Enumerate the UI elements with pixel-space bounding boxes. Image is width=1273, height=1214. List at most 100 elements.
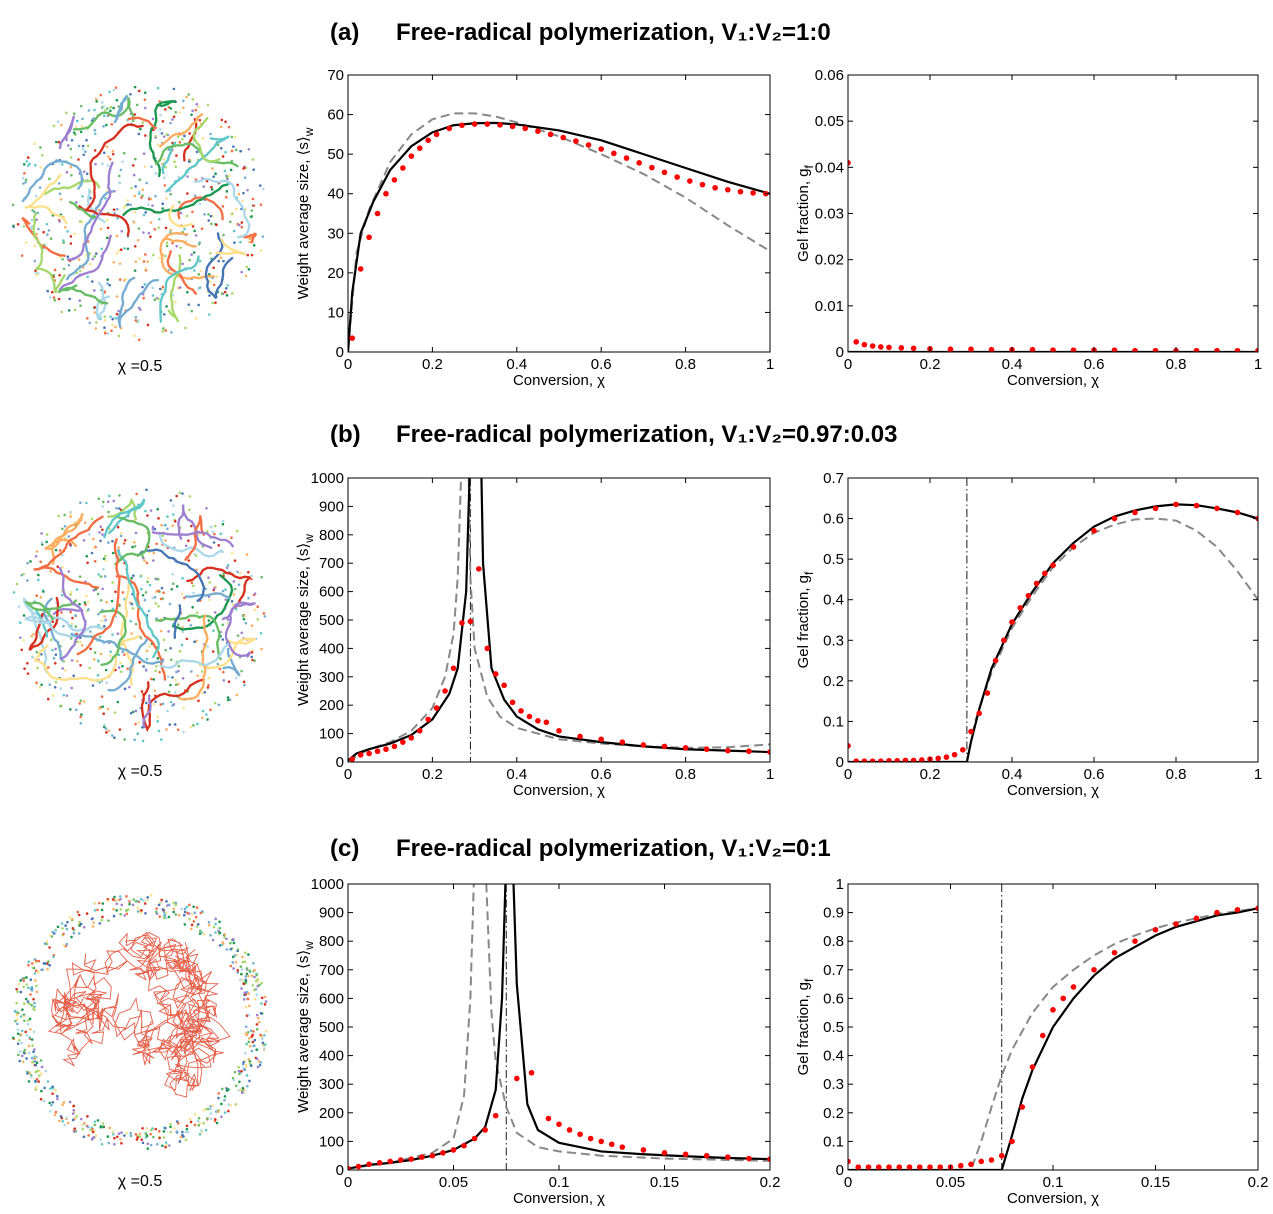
monomer: [61, 667, 64, 670]
monomer: [213, 524, 217, 528]
data-point: [1234, 906, 1241, 913]
monomer: [198, 241, 202, 244]
monomer: [209, 132, 212, 136]
monomer: [151, 294, 155, 297]
monomer: [238, 223, 241, 227]
polymer-chain: [204, 232, 234, 302]
polymer-chain: [198, 637, 259, 670]
monomer: [93, 902, 97, 905]
monomer: [162, 591, 165, 594]
monomer: [171, 676, 174, 679]
monomer: [39, 1059, 43, 1062]
monomer: [83, 521, 87, 524]
monomer: [243, 960, 247, 964]
monomer: [109, 650, 112, 653]
monomer: [48, 963, 51, 967]
y-tick-label: 0: [336, 754, 344, 771]
monomer: [177, 682, 180, 686]
monomer: [100, 619, 104, 623]
monomer: [28, 1071, 31, 1074]
monomer: [115, 902, 119, 906]
monomer: [34, 1057, 37, 1060]
monomer: [227, 680, 231, 684]
polymer-chain: [107, 637, 149, 692]
monomer: [74, 126, 78, 129]
x-tick-label: 0.6: [591, 766, 612, 783]
data-point: [1132, 938, 1138, 944]
monomer: [60, 310, 63, 314]
monomer: [22, 225, 26, 228]
data-point: [387, 1158, 394, 1165]
monomer: [241, 960, 244, 964]
monomer: [218, 667, 222, 671]
monomer: [64, 669, 67, 672]
monomer: [209, 1107, 212, 1111]
data-point: [619, 1144, 626, 1150]
monomer: [90, 551, 94, 555]
monomer: [190, 309, 194, 313]
monomer: [244, 1051, 247, 1055]
monomer: [191, 605, 194, 609]
monomer: [161, 1144, 164, 1148]
monomer: [86, 1125, 90, 1129]
monomer: [35, 650, 39, 654]
polymer-chain: [215, 238, 247, 256]
monomer: [56, 925, 60, 929]
monomer: [65, 1116, 69, 1120]
data-point: [767, 1156, 770, 1162]
monomer: [31, 656, 34, 659]
plot-area: [348, 112, 770, 352]
monomer: [195, 906, 199, 909]
monomer: [92, 658, 96, 661]
y-axis-label-subscript: f: [802, 571, 816, 575]
y-tick-label: 800: [319, 933, 344, 950]
monomer: [22, 572, 25, 576]
monomer: [227, 1109, 230, 1113]
monomer: [17, 605, 21, 608]
data-point: [349, 756, 356, 762]
x-axis-label: Conversion, χ: [513, 782, 605, 799]
monomer: [38, 186, 42, 189]
monomer: [250, 209, 254, 212]
monomer: [62, 267, 66, 271]
monomer: [146, 323, 150, 327]
monomer: [106, 107, 109, 110]
monomer: [14, 1019, 17, 1023]
monomer: [247, 1057, 251, 1061]
monomer: [205, 530, 209, 533]
monomer: [158, 915, 162, 918]
monomer: [134, 315, 138, 319]
data-point: [902, 757, 909, 762]
dashed-curve: [965, 517, 1258, 762]
monomer: [93, 1123, 97, 1127]
monomer: [25, 983, 28, 986]
monomer: [107, 1141, 111, 1145]
monomer: [91, 1130, 95, 1134]
monomer: [26, 662, 29, 665]
monomer: [78, 920, 81, 924]
monomer: [101, 902, 105, 905]
data-point: [619, 739, 626, 745]
monomer: [157, 903, 161, 907]
monomer: [114, 325, 117, 329]
monomer: [116, 700, 120, 704]
data-point: [433, 131, 440, 138]
x-tick-label: 0: [344, 356, 352, 373]
y-tick-label: 0.8: [823, 933, 844, 950]
monomer: [164, 648, 168, 652]
monomer: [178, 649, 182, 653]
monomer: [40, 541, 44, 544]
monomer: [157, 226, 160, 229]
data-point: [1111, 949, 1118, 956]
y-tick-label: 0.05: [815, 113, 844, 130]
polymer-chain: [117, 276, 160, 328]
monomer: [61, 565, 64, 569]
monomer: [108, 157, 112, 161]
monomer: [113, 189, 116, 193]
monomer: [160, 523, 163, 527]
monomer: [178, 200, 181, 204]
monomer: [143, 98, 147, 101]
monomer: [158, 670, 161, 674]
monomer: [101, 587, 104, 591]
monomer: [136, 732, 140, 735]
